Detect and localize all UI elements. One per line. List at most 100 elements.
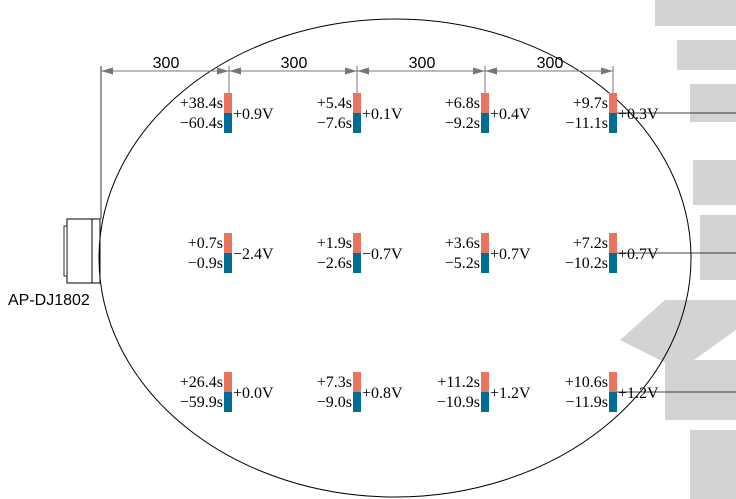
dimension-arrow-right-3 — [473, 67, 485, 75]
dimension-label-1: 300 — [153, 55, 180, 72]
minus-time-label: −2.6s — [317, 255, 352, 272]
minus-time-label: −5.2s — [445, 255, 480, 272]
measurement-point: +1.9s −2.6s −0.7V — [317, 233, 403, 273]
measurement-point: +5.4s −7.6s +0.1V — [317, 93, 403, 133]
voltage-label: +0.7V — [618, 246, 659, 263]
measurement-point: +3.6s −5.2s +0.7V — [445, 233, 531, 273]
plus-time-label: +0.7s — [188, 235, 223, 252]
plus-time-label: +7.2s — [573, 235, 608, 252]
voltage-label: +0.8V — [362, 385, 403, 402]
plus-bar — [224, 233, 232, 253]
dimension-label-3: 300 — [409, 55, 436, 72]
measurement-point: +6.8s −9.2s +0.4V — [445, 93, 531, 133]
plus-bar — [224, 93, 232, 113]
watermark — [620, 0, 736, 499]
measurement-point: +26.4s −59.9s +0.0V — [180, 372, 274, 412]
leader-lines — [614, 112, 736, 393]
minus-bar — [609, 113, 617, 133]
dimension-arrow-left-2 — [229, 67, 241, 75]
dimension-label-4: 300 — [537, 55, 564, 72]
watermark-block-1 — [655, 0, 736, 26]
minus-time-label: −0.9s — [188, 255, 223, 272]
measurement-point: +7.3s −9.0s +0.8V — [317, 372, 403, 412]
minus-bar — [224, 253, 232, 273]
plus-time-label: +5.4s — [317, 95, 352, 112]
minus-time-label: −9.0s — [317, 394, 352, 411]
minus-time-label: −60.4s — [180, 115, 223, 132]
minus-bar — [224, 392, 232, 412]
plus-bar — [609, 372, 617, 392]
minus-bar — [353, 253, 361, 273]
plus-bar — [481, 93, 489, 113]
voltage-label: +0.3V — [618, 106, 659, 123]
watermark-stroke — [620, 300, 736, 370]
watermark-block-7 — [665, 360, 736, 420]
voltage-label: +0.9V — [233, 106, 274, 123]
plus-time-label: +6.8s — [445, 95, 480, 112]
plus-bar — [609, 93, 617, 113]
minus-time-label: −11.9s — [565, 394, 608, 411]
minus-bar — [481, 113, 489, 133]
voltage-label: +0.1V — [362, 106, 403, 123]
minus-time-label: −10.2s — [565, 255, 608, 272]
voltage-label: −2.4V — [233, 246, 274, 263]
device-label: AP-DJ1802 — [8, 292, 90, 309]
measurement-point: +38.4s −60.4s +0.9V — [180, 93, 274, 133]
minus-time-label: −10.9s — [437, 394, 480, 411]
minus-time-label: −59.9s — [180, 394, 223, 411]
minus-bar — [481, 253, 489, 273]
watermark-block-3 — [690, 84, 736, 122]
plus-time-label: +26.4s — [180, 374, 223, 391]
watermark-block-2 — [677, 40, 736, 70]
minus-time-label: −11.1s — [565, 115, 608, 132]
minus-bar — [353, 392, 361, 412]
coverage-ellipse — [98, 18, 692, 498]
voltage-label: +0.7V — [490, 246, 531, 263]
plus-time-label: +38.4s — [180, 95, 223, 112]
watermark-block-5 — [700, 215, 736, 280]
dimension-chain: 300 300 300 300 — [100, 55, 614, 219]
minus-bar — [353, 113, 361, 133]
dimension-arrow-left-1 — [101, 67, 113, 75]
dimension-arrow-right-1 — [217, 67, 229, 75]
plus-bar — [609, 233, 617, 253]
plus-time-label: +3.6s — [445, 235, 480, 252]
device-left-tab — [63, 225, 68, 277]
minus-bar — [609, 392, 617, 412]
plus-bar — [353, 93, 361, 113]
voltage-label: +1.2V — [490, 385, 531, 402]
plus-bar — [481, 233, 489, 253]
dimension-arrow-right-2 — [345, 67, 357, 75]
dimension-label-2: 300 — [281, 55, 308, 72]
plus-bar — [353, 233, 361, 253]
plus-time-label: +9.7s — [573, 95, 608, 112]
dimension-arrow-right-4 — [601, 67, 613, 75]
voltage-label: +0.0V — [233, 385, 274, 402]
plus-time-label: +1.9s — [317, 235, 352, 252]
watermark-block-8 — [690, 430, 736, 499]
measurement-points: +38.4s −60.4s +0.9V +5.4s −7.6s +0.1V +6.8s −9.… — [180, 93, 659, 412]
minus-bar — [224, 113, 232, 133]
measurement-point: +0.7s −0.9s −2.4V — [188, 233, 274, 273]
minus-bar — [481, 392, 489, 412]
watermark-block-4 — [693, 160, 736, 205]
device: AP-DJ1802 — [8, 218, 101, 309]
dimension-arrow-left-4 — [485, 67, 497, 75]
minus-bar — [609, 253, 617, 273]
measurement-point: +11.2s −10.9s +1.2V — [437, 372, 531, 412]
plus-bar — [481, 372, 489, 392]
minus-time-label: −9.2s — [445, 115, 480, 132]
plus-bar — [224, 372, 232, 392]
voltage-label: +1.2V — [618, 385, 659, 402]
plus-bar — [353, 372, 361, 392]
measurement-point: +9.7s −11.1s +0.3V — [565, 93, 659, 133]
plus-time-label: +10.6s — [565, 374, 608, 391]
measurement-point: +10.6s −11.9s +1.2V — [565, 372, 659, 412]
voltage-label: +0.4V — [490, 106, 531, 123]
device-box — [66, 218, 101, 284]
voltage-label: −0.7V — [362, 246, 403, 263]
measurement-point: +7.2s −10.2s +0.7V — [565, 233, 659, 273]
dimension-arrow-left-3 — [357, 67, 369, 75]
plus-time-label: +7.3s — [317, 374, 352, 391]
